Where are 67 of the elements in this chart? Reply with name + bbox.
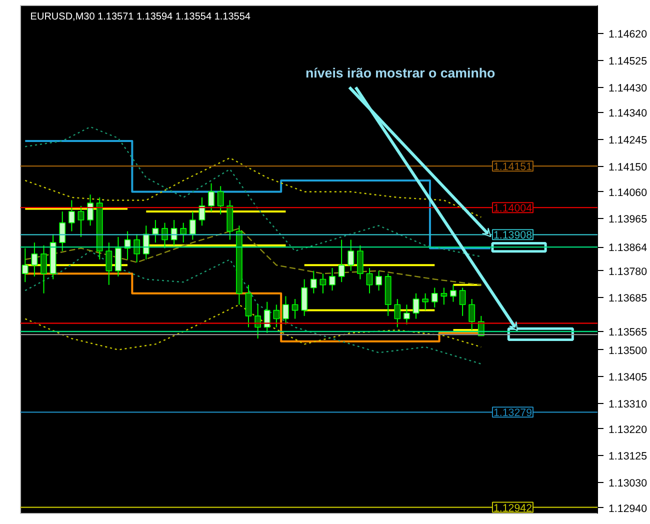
candlestick: [142, 225, 150, 260]
candlestick: [450, 284, 456, 302]
candlestick: [320, 273, 326, 294]
y-tick-label: 1.13310: [608, 398, 648, 410]
candlestick: [348, 239, 354, 272]
candlestick: [404, 304, 410, 325]
candlestick: [115, 236, 122, 277]
candlestick: [440, 287, 448, 306]
y-tick-label: 1.13030: [608, 477, 648, 490]
y-tick-label: 1.13965: [608, 214, 648, 226]
candlestick: [310, 270, 317, 294]
y-tick-label: 1.14245: [608, 134, 648, 147]
candlestick: [329, 267, 336, 292]
candlestick: [40, 244, 47, 294]
candlestick: [376, 270, 382, 292]
candlestick: [245, 284, 252, 328]
y-tick-label: 1.13405: [608, 372, 648, 384]
y-tick-label: 1.14150: [608, 161, 648, 174]
candlestick: [59, 211, 66, 252]
y-tick-label: 1.13685: [608, 292, 648, 305]
candlestick: [459, 287, 466, 316]
y-tick-label: 1.14430: [608, 82, 648, 94]
y-tick-label: 1.14525: [608, 56, 648, 68]
candlestick: [68, 200, 75, 232]
ref-line-label: 1.13908: [493, 230, 532, 242]
candlestick: [422, 292, 429, 311]
candlestick: [22, 248, 28, 283]
y-tick-label: 1.13864: [608, 242, 648, 254]
candlestick: [273, 304, 280, 328]
candlestick: [468, 298, 476, 331]
candlestick: [356, 244, 364, 280]
line-series: [24, 304, 482, 350]
y-tick-label: 1.14340: [608, 108, 648, 120]
candlestick: [264, 301, 270, 334]
y-tick-label: 1.14620: [608, 28, 648, 41]
line-series: [24, 157, 482, 218]
ref-line-label: 1.14004: [493, 202, 532, 215]
candlestick: [412, 292, 420, 320]
ref-line-label: 1.14151: [493, 161, 532, 174]
line-series: [24, 228, 482, 286]
candlestick: [338, 239, 345, 283]
candlestick: [366, 267, 373, 294]
candlestick: [394, 298, 401, 328]
candlestick: [87, 194, 94, 226]
candlestick: [180, 222, 187, 244]
candlestick: [282, 296, 289, 325]
ref-line-label: 1.12942: [493, 502, 532, 514]
ref-line-label: 1.13279: [493, 407, 532, 420]
candlestick: [217, 186, 224, 215]
y-tick-label: 1.13780: [608, 266, 648, 278]
y-tick-label: 1.13125: [608, 450, 648, 463]
candlestick: [208, 182, 214, 212]
text: EURUSD,M30 1.13571 1.13594 1.13554 1.13554: [30, 12, 251, 23]
annotation: níveis irão mostrar o caminho: [306, 65, 496, 80]
candlestick: [134, 234, 140, 263]
line-series: [24, 126, 482, 258]
candlestick: [301, 278, 308, 316]
candlestick: [431, 287, 438, 308]
candlestick: [106, 242, 112, 286]
candlestick: [31, 242, 38, 277]
y-tick-label: 1.13500: [608, 344, 648, 357]
y-tick-label: 1.13220: [608, 424, 648, 436]
candlestick: [189, 211, 196, 240]
y-tick-label: 1.14060: [608, 186, 648, 199]
candlestick: [78, 205, 84, 238]
y-tick-label: 1.12940: [608, 502, 648, 515]
y-tick-label: 1.13565: [608, 326, 648, 338]
